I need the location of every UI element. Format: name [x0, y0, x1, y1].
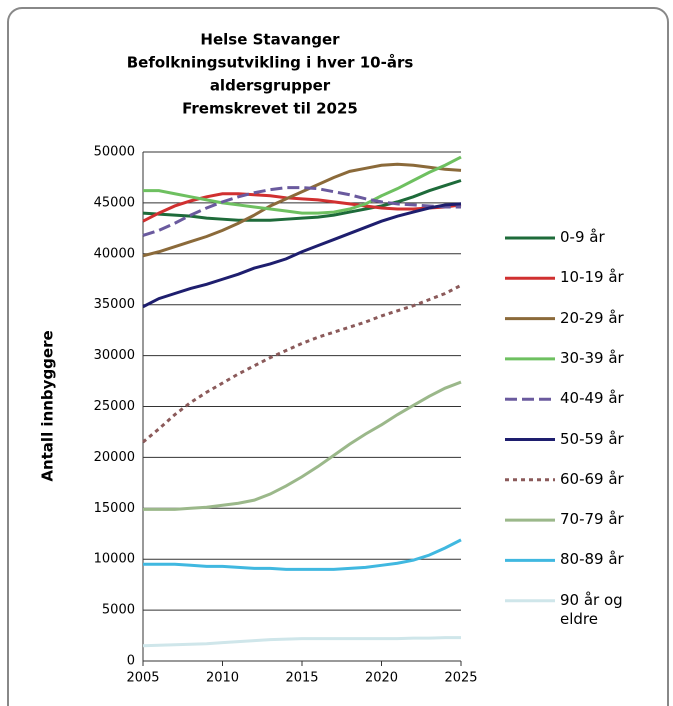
legend-label: 80-89 år [560, 550, 624, 569]
series-line [142, 202, 462, 309]
series-line [143, 538, 462, 571]
x-tick-label: 2025 [444, 671, 477, 686]
series-line [143, 380, 462, 511]
chart-title: Fremskrevet til 2025 [182, 100, 358, 118]
legend-label: 20-29 år [560, 308, 624, 327]
series-line [143, 155, 462, 215]
y-tick-label: 35000 [94, 297, 135, 312]
y-tick-label: 5000 [102, 603, 135, 618]
y-tick-label: 30000 [94, 348, 135, 363]
y-tick-label: 15000 [94, 501, 135, 516]
legend-label: 90 år og eldre [560, 590, 623, 628]
legend-label: 30-39 år [560, 348, 624, 367]
chart-title: Befolkningsutvikling i hver 10-års [127, 54, 414, 72]
series-line [142, 192, 462, 223]
legend-label: 60-69 år [560, 469, 624, 488]
y-tick-label: 25000 [94, 399, 135, 414]
legend-label: 10-19 år [560, 268, 624, 287]
y-tick-label: 10000 [94, 552, 135, 567]
y-tick-label: 0 [127, 654, 135, 669]
series-line [142, 636, 461, 648]
y-tick-label: 20000 [94, 450, 135, 465]
legend-label: 70-79 år [560, 510, 624, 529]
x-tick-label: 2005 [126, 671, 159, 686]
legend-label: 0-9 år [560, 228, 605, 246]
x-tick-label: 2015 [285, 671, 318, 686]
frame [7, 7, 669, 706]
y-axis-label: Antall innbyggere [39, 330, 57, 481]
y-tick-label: 40000 [94, 246, 135, 261]
chart-title: Helse Stavanger [200, 31, 340, 49]
series-line [142, 186, 461, 237]
legend-label: 40-49 år [560, 389, 624, 408]
y-tick-label: 45000 [94, 195, 135, 210]
legend-label: 50-59 år [560, 429, 624, 448]
series-line [142, 162, 462, 258]
series-line [142, 179, 462, 222]
y-tick-label: 50000 [94, 145, 135, 160]
x-tick-label: 2020 [365, 671, 398, 686]
x-tick-label: 2010 [206, 671, 239, 686]
chart-title: aldersgrupper [210, 77, 331, 95]
